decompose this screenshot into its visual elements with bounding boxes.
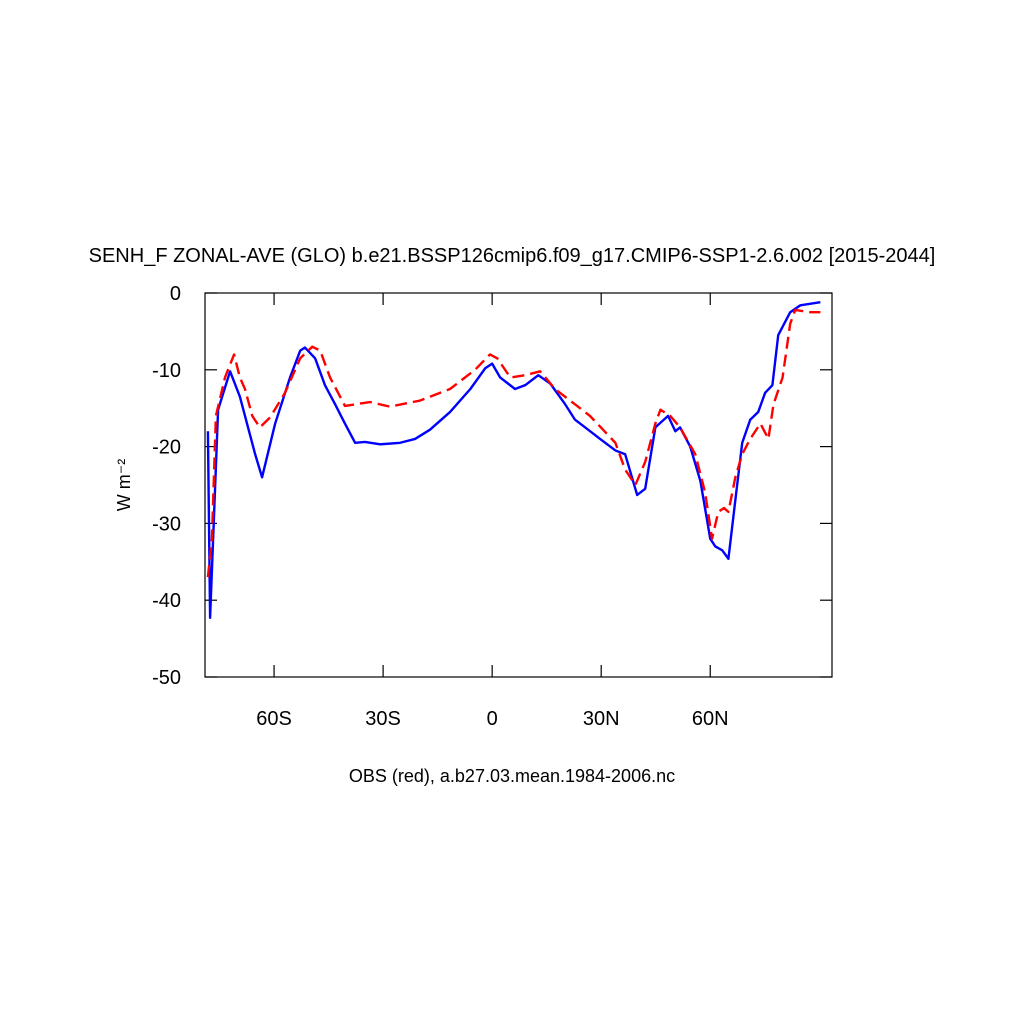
series-line: [206, 308, 821, 578]
x-tick-label: 60N: [692, 708, 729, 730]
y-axis-label: W m⁻²: [114, 459, 134, 511]
x-tick-label: 0: [487, 708, 498, 730]
x-tick-label: 30N: [583, 708, 620, 730]
y-tick-label: -10: [152, 360, 181, 382]
chart-title: SENH_F ZONAL-AVE (GLO) b.e21.BSSP126cmip…: [89, 245, 936, 267]
y-tick-label: 0: [170, 283, 181, 305]
y-tick-label: -20: [152, 437, 181, 459]
x-tick-label: 60S: [256, 708, 292, 730]
y-tick-label: -30: [152, 513, 181, 535]
x-axis-label: OBS (red), a.b27.03.mean.1984-2006.nc: [349, 766, 675, 786]
y-tick-label: -50: [152, 667, 181, 689]
y-tick-label: -40: [152, 590, 181, 612]
plot-frame: [204, 292, 833, 678]
series-line: [206, 301, 821, 620]
x-tick-label: 30S: [365, 708, 401, 730]
